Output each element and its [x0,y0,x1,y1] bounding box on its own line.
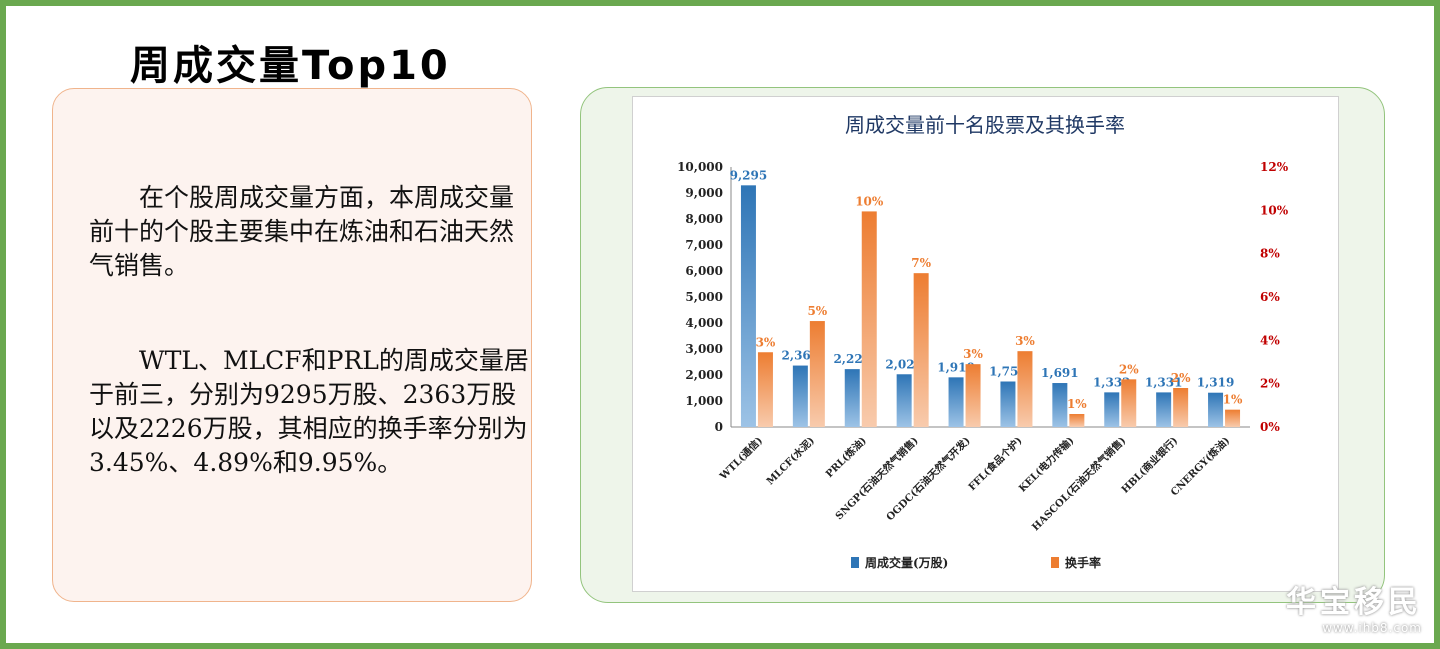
turnover-data-label: 3% [1015,334,1035,348]
category-label: HASCOL(石油天然气销售) [1029,434,1128,533]
category-label: SNGP(石油天然气销售) [832,434,920,522]
watermark: 华宝移民 www.ihb8.com [1286,577,1422,635]
volume-data-label: 1,331 [1145,375,1183,389]
turnover-data-label: 3% [756,335,776,349]
turnover-data-label: 7% [911,256,931,270]
left-tick-label: 9,000 [685,186,723,200]
volume-bar [1000,381,1016,427]
volume-data-label: 9,295 [730,168,768,182]
right-tick-label: 0% [1260,420,1280,434]
volume-bar [896,374,912,427]
volume-turnover-chart: 周成交量前十名股票及其换手率 0 1,000 2,000 3,000 4,000 5,000… [677,113,1289,570]
volume-bar [948,377,964,427]
volume-bar [1156,392,1172,427]
volume-bar [740,185,756,427]
turnover-bar [965,364,981,427]
legend-volume-swatch [851,557,859,568]
summary-paragraph-2: WTL、MLCF和PRL的周成交量居于前三，分别为9295万股、2363万股以及… [89,346,529,477]
category-label: MLCF(水泥) [763,434,816,487]
right-tick-label: 2% [1260,377,1280,391]
summary-paragraph-1: 在个股周成交量方面，本周成交量前十的个股主要集中在炼油和石油天然气销售。 [89,183,515,280]
volume-data-label: 1,332 [1093,375,1131,389]
left-tick-label: 7,000 [685,238,723,252]
legend-turnover-swatch [1051,557,1059,568]
turnover-bar [809,321,825,427]
right-tick-label: 10% [1260,203,1289,217]
volume-data-label: 2,226 [833,352,871,366]
turnover-bar [1225,409,1241,427]
turnover-data-label: 1% [1223,393,1243,407]
turnover-data-label: 2% [1119,362,1139,376]
category-label: WTL(通信) [716,434,765,483]
left-tick-label: 1,000 [685,394,723,408]
turnover-bar [1121,379,1137,427]
legend-turnover-label: 换手率 [1065,555,1101,570]
turnover-data-label: 5% [807,304,827,318]
left-tick-label: 3,000 [685,342,723,356]
category-label: PRL(炼油) [823,434,869,480]
left-tick-label: 2,000 [685,368,723,382]
turnover-bar [861,211,877,427]
turnover-bar [1069,414,1085,427]
slide-title: 周成交量Top10 [130,43,451,89]
turnover-bar [1173,388,1189,427]
category-label: OGDC(石油天然气开发) [883,434,972,523]
volume-data-label: 1,750 [989,365,1027,379]
volume-bar [792,365,808,427]
volume-data-label: 2,028 [885,357,923,371]
volume-bar [1208,392,1224,427]
volume-data-label: 1,319 [1197,376,1235,390]
left-tick-label: 0 [715,420,723,434]
turnover-bar [1017,351,1033,427]
left-tick-label: 6,000 [685,264,723,278]
right-tick-label: 8% [1260,247,1280,261]
turnover-bar [757,352,773,427]
volume-bar [1104,392,1120,427]
chart-title: 周成交量前十名股票及其换手率 [845,113,1125,137]
turnover-data-label: 10% [855,194,884,208]
right-tick-label: 12% [1260,160,1289,174]
turnover-bar [913,273,929,427]
summary-text-box: 在个股周成交量方面，本周成交量前十的个股主要集中在炼油和石油天然气销售。 WTL… [52,88,532,602]
right-tick-label: 6% [1260,290,1280,304]
left-tick-label: 4,000 [685,316,723,330]
left-tick-label: 8,000 [685,212,723,226]
volume-data-label: 1,691 [1041,366,1079,380]
right-tick-label: 4% [1260,333,1280,347]
volume-bar [1052,383,1068,427]
volume-bar [844,369,860,427]
category-label: FFL(食品个护) [965,434,1024,493]
volume-data-label: 1,910 [937,360,975,374]
turnover-data-label: 2% [1171,371,1191,385]
left-tick-label: 5,000 [685,290,723,304]
chart-area: 周成交量前十名股票及其换手率 0 1,000 2,000 3,000 4,000 5,000… [632,96,1339,592]
turnover-data-label: 1% [1067,397,1087,411]
left-tick-label: 10,000 [677,160,723,174]
watermark-name: 华宝移民 [1286,585,1422,620]
turnover-data-label: 3% [963,347,983,361]
legend-volume-label: 周成交量(万股) [865,555,948,570]
watermark-url: www.ihb8.com [1322,621,1422,635]
category-label: KEL(电力传输) [1016,434,1077,495]
volume-data-label: 2,363 [782,349,820,363]
